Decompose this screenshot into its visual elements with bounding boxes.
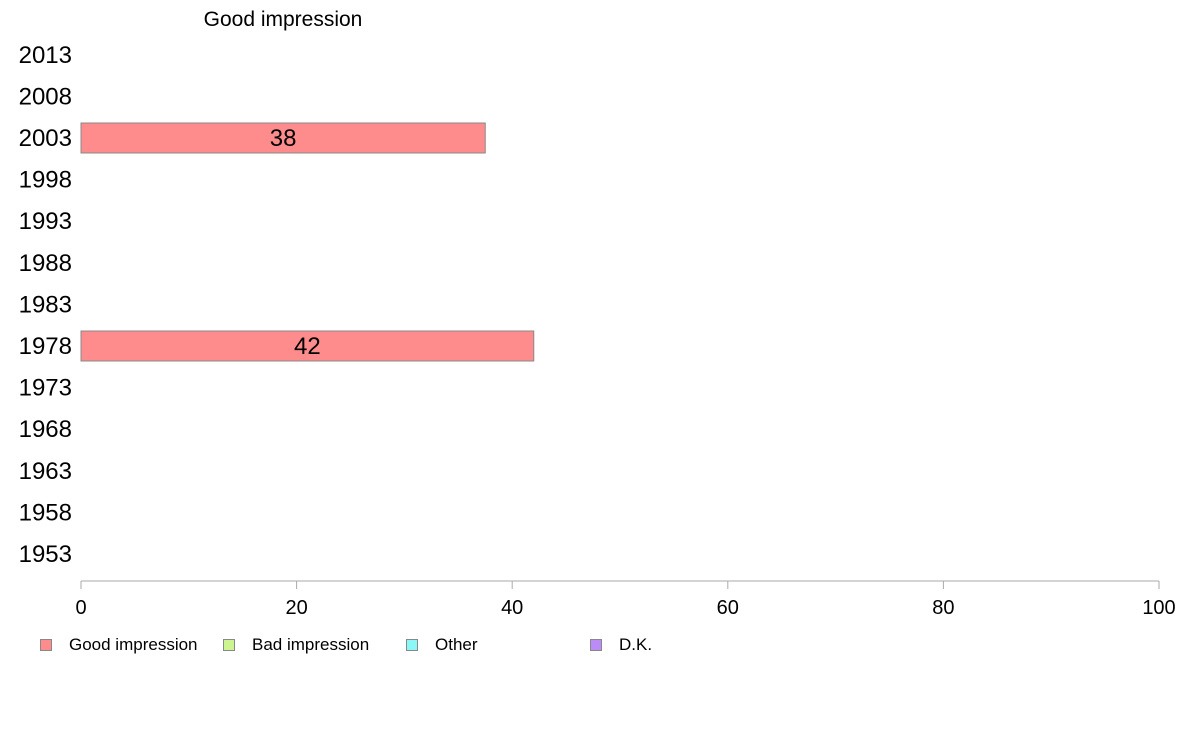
y-tick-label: 2003 [19,125,72,152]
data-label: 38 [270,125,297,152]
x-tick-label: 100 [1142,597,1175,619]
bars: 38 42 [80,122,535,362]
y-axis-labels: 2013 2008 2003 1998 1993 1988 1983 1978 1973 1968… [19,42,72,568]
data-label: 42 [294,333,321,360]
chart-title: Good impression [204,8,363,31]
legend-swatch [406,639,418,651]
y-tick-label: 2008 [19,83,72,110]
x-axis: 0 20 40 60 80 100 [75,580,1176,619]
legend-item-bad-impression: Bad impression [223,635,369,655]
x-tick-label: 40 [501,597,523,619]
x-tick-label: 80 [932,597,954,619]
bar [80,122,486,154]
legend-swatch [590,639,602,651]
y-tick-label: 1958 [19,499,72,526]
legend: Good impression Bad impression Other D.K… [40,635,740,657]
legend-label: Other [435,635,478,654]
legend-label: D.K. [619,635,653,654]
y-tick-label: 1983 [19,291,72,318]
y-tick-label: 1998 [19,167,72,194]
y-tick-label: 1978 [19,333,72,360]
legend-item-dk: D.K. [590,635,652,655]
bar [80,330,535,362]
y-tick-label: 1963 [19,458,72,485]
legend-label: Good impression [69,635,198,654]
legend-swatch [40,639,52,651]
y-tick-label: 1973 [19,375,72,402]
legend-swatch [223,639,235,651]
x-tick-label: 20 [285,597,307,619]
y-tick-label: 1968 [19,416,72,443]
y-tick-label: 1993 [19,208,72,235]
x-tick-label: 60 [717,597,739,619]
y-tick-label: 1988 [19,250,72,277]
y-tick-label: 2013 [19,42,72,69]
legend-item-good-impression: Good impression [40,635,198,655]
x-tick-label: 0 [75,597,86,619]
legend-label: Bad impression [252,635,370,654]
legend-item-other: Other [406,635,478,655]
y-tick-label: 1953 [19,541,72,568]
